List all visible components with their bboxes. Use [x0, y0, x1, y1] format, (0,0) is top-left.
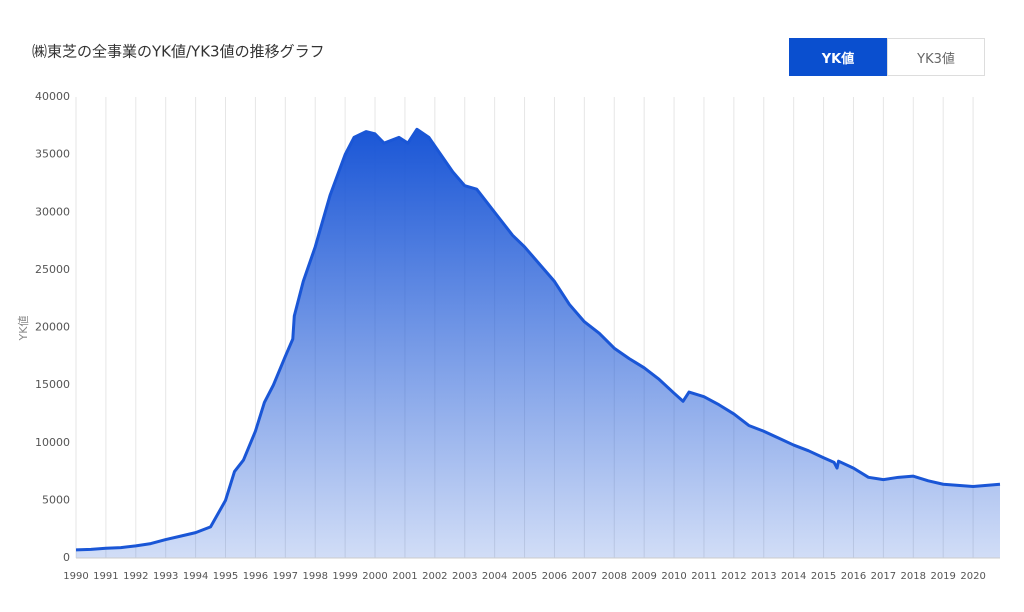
x-tick-label: 2011 — [691, 571, 716, 582]
x-tick-label: 2013 — [751, 571, 776, 582]
yk3-button[interactable]: YK3値 — [887, 38, 985, 76]
x-tick-label: 1998 — [302, 571, 327, 582]
x-tick-label: 1992 — [123, 571, 148, 582]
x-tick-label: 1995 — [213, 571, 238, 582]
yk-button[interactable]: YK値 — [789, 38, 887, 76]
x-tick-label: 2000 — [362, 571, 387, 582]
line — [75, 127, 1001, 552]
y-tick-label: 20000 — [35, 321, 70, 334]
x-tick-label: 1991 — [93, 571, 118, 582]
x-tick-label: 2019 — [930, 571, 955, 582]
y-tick-label: 15000 — [35, 378, 70, 391]
area — [76, 129, 1000, 558]
x-tick-label: 2017 — [871, 571, 896, 582]
chart-title: ㈱東芝の全事業のYK値/YK3値の推移グラフ — [32, 43, 325, 61]
x-tick-label: 2003 — [452, 571, 477, 582]
x-tick-label: 1990 — [63, 571, 88, 582]
y-axis-label: YK値 — [17, 316, 30, 342]
x-tick-label: 2012 — [721, 571, 746, 582]
y-tick-label: 35000 — [35, 148, 70, 161]
x-tick-label: 1996 — [243, 571, 268, 582]
x-tick-label: 2015 — [811, 571, 836, 582]
x-tick-label: 1999 — [332, 571, 357, 582]
y-tick-label: 25000 — [35, 263, 70, 276]
x-tick-label: 1993 — [153, 571, 178, 582]
x-tick-label: 2020 — [960, 571, 985, 582]
y-tick-label: 30000 — [35, 205, 70, 218]
x-tick-label: 2018 — [901, 571, 926, 582]
x-tick-label: 1994 — [183, 571, 208, 582]
x-tick-label: 2008 — [602, 571, 627, 582]
y-tick-label: 0 — [63, 551, 70, 564]
x-tick-label: 1997 — [273, 571, 298, 582]
x-tick-label: 2014 — [781, 571, 806, 582]
x-tick-label: 2001 — [392, 571, 417, 582]
x-tick-label: 2009 — [631, 571, 656, 582]
x-tick-label: 2005 — [512, 571, 537, 582]
y-tick-label: 5000 — [42, 493, 70, 506]
x-tick-label: 2010 — [661, 571, 686, 582]
x-tick-label: 2006 — [542, 571, 567, 582]
y-tick-label: 40000 — [35, 90, 70, 103]
y-tick-label: 10000 — [35, 436, 70, 449]
x-tick-label: 2016 — [841, 571, 866, 582]
x-tick-label: 2004 — [482, 571, 507, 582]
x-tick-label: 2007 — [572, 571, 597, 582]
x-tick-label: 2002 — [422, 571, 447, 582]
